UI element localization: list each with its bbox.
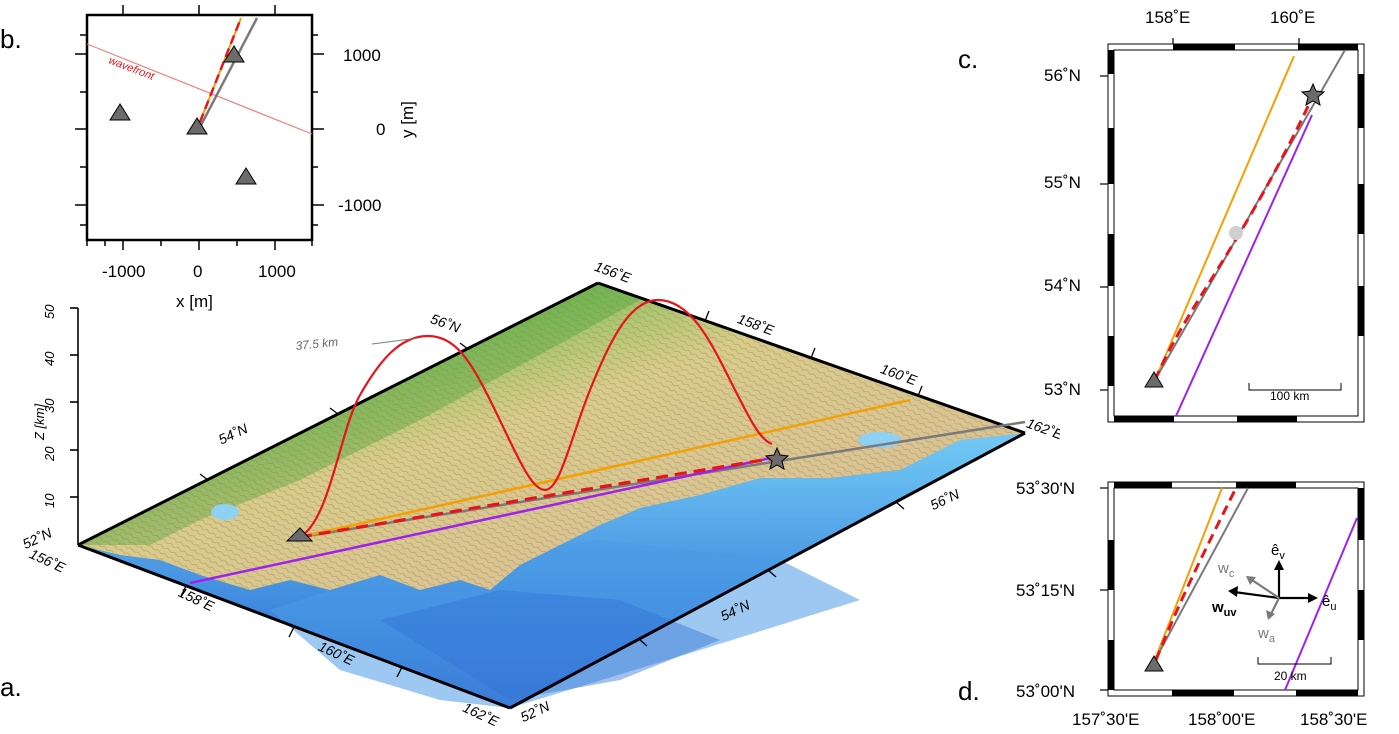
vector-wuv-label: wuv bbox=[1211, 599, 1237, 619]
panel-d-lon-tick: 158˚30'E bbox=[1300, 710, 1368, 729]
ray-trajectory bbox=[299, 298, 773, 538]
red-dashed-path bbox=[1153, 95, 1315, 381]
panel-b-ytick: 1000 bbox=[343, 46, 381, 65]
panel-b-ylabel: y [m] bbox=[398, 101, 417, 138]
purple-azimuth-line bbox=[189, 454, 781, 585]
panel-d-letter: d. bbox=[958, 676, 980, 706]
panel-c-lat-tick: 56˚N bbox=[1044, 66, 1081, 85]
panel-c-lon-tick: 158˚E bbox=[1145, 8, 1191, 27]
panel-b-xtick: 1000 bbox=[258, 262, 296, 281]
red-dashed-path bbox=[1154, 487, 1238, 661]
panel-c-scale-label: 100 km bbox=[1270, 389, 1309, 403]
panel-a-terrain-view: 37.5 km 50 40 30 20 10 Z [km] 52˚N 156˚E… bbox=[20, 258, 1060, 730]
source-star bbox=[764, 446, 790, 471]
orange-azimuth-line bbox=[299, 398, 911, 539]
z-tick: 40 bbox=[42, 351, 57, 366]
panel-b-xtick: 0 bbox=[193, 262, 203, 281]
panel-b-plot: wavefront bbox=[75, 5, 324, 250]
station-triangle bbox=[223, 45, 245, 63]
panel-b-xtick: -1000 bbox=[102, 262, 146, 281]
station-triangle bbox=[235, 167, 257, 185]
source-star bbox=[1300, 82, 1326, 107]
array-station-triangle bbox=[1144, 371, 1164, 388]
panel-d-lat-tick: 53˚00'N bbox=[1016, 682, 1076, 701]
z-tick: 20 bbox=[42, 446, 57, 462]
panel-c-map: 100 km bbox=[1100, 38, 1365, 423]
corner-lon-left: 156˚E bbox=[27, 545, 68, 576]
panel-c-lat-tick: 54˚N bbox=[1044, 276, 1081, 295]
purple-azimuth-line bbox=[1284, 517, 1358, 691]
panel-c-lat-tick: 55˚N bbox=[1044, 173, 1081, 192]
top-edge-label: 56˚N bbox=[429, 310, 464, 336]
panel-b-ytick: -1000 bbox=[338, 196, 382, 215]
panel-d-lon-tick: 157˚30'E bbox=[1072, 710, 1140, 729]
panel-d-lon-tick: 158˚00'E bbox=[1188, 710, 1256, 729]
station-triangle bbox=[186, 117, 208, 135]
panel-b-letter: b. bbox=[0, 24, 22, 54]
great-circle-line bbox=[1154, 49, 1346, 381]
right-edge-label: 56˚N bbox=[927, 485, 962, 513]
panel-d-scale-label: 20 km bbox=[1274, 669, 1307, 683]
corner-lon-right: 162˚E bbox=[1024, 415, 1060, 443]
array-station-triangle bbox=[1144, 655, 1164, 672]
z-tick: 30 bbox=[42, 398, 57, 413]
left-edge-label: 54˚N bbox=[216, 420, 251, 448]
peak-height-annotation: 37.5 km bbox=[295, 335, 339, 353]
panel-c-lon-tick: 160˚E bbox=[1270, 8, 1316, 27]
panel-b-ytick: 0 bbox=[376, 120, 386, 139]
panel-d-lat-tick: 53˚30'N bbox=[1016, 479, 1076, 498]
z-axis-label: Z [km] bbox=[32, 404, 47, 441]
panel-d-map: 20 km êv êu wc wuv wa bbox=[1100, 481, 1365, 697]
array-station-triangle bbox=[285, 527, 314, 542]
panel-b-xlabel: x [m] bbox=[176, 292, 213, 311]
vector-eu-label: êu bbox=[1322, 593, 1336, 613]
panel-a-letter: a. bbox=[0, 672, 22, 702]
vector-wc-label: wc bbox=[1217, 560, 1235, 580]
panel-c-letter: c. bbox=[958, 44, 979, 74]
z-tick: 10 bbox=[42, 493, 57, 508]
purple-azimuth-line bbox=[1175, 114, 1313, 417]
panel-d-lat-tick: 53˚15'N bbox=[1016, 581, 1076, 600]
orange-azimuth-line bbox=[1154, 55, 1295, 381]
panel-c-lat-tick: 53˚N bbox=[1044, 380, 1081, 399]
vector-ev-label: êv bbox=[1271, 542, 1285, 562]
z-tick: 50 bbox=[42, 304, 57, 319]
vector-wa-label: wa bbox=[1257, 625, 1276, 645]
red-dashed-path bbox=[299, 456, 776, 539]
wavefront-line bbox=[86, 43, 313, 135]
great-circle-line bbox=[1153, 487, 1249, 663]
station-triangle bbox=[109, 103, 131, 121]
orange-azimuth-line bbox=[1153, 487, 1223, 663]
